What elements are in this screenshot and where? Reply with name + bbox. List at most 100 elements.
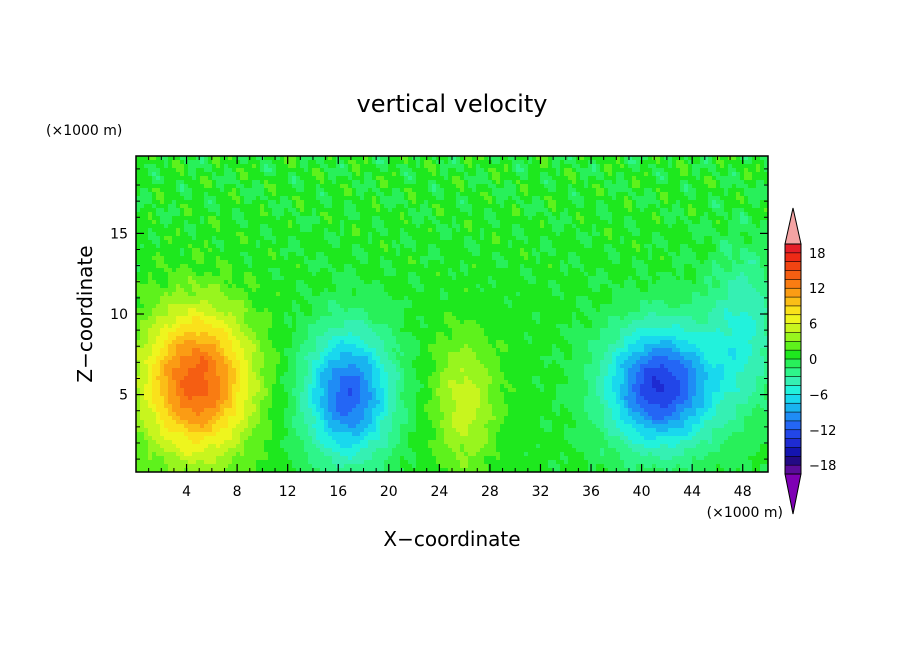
field-cell [228,156,233,161]
field-cell [192,228,197,233]
field-cell [612,220,617,225]
field-cell [540,168,545,173]
field-cell [596,228,601,233]
field-cell [448,200,453,205]
field-cell [712,220,717,225]
field-cell [232,244,237,249]
field-cell [620,176,625,181]
field-cell [576,200,581,205]
field-cell [496,164,501,169]
field-cell [400,276,405,281]
field-cell [704,172,709,177]
field-cell [140,196,145,201]
field-cell [584,248,589,253]
field-cell [708,156,713,161]
field-cell [648,240,653,245]
field-cell [688,240,693,245]
field-cell [608,176,613,181]
field-cell [652,196,657,201]
field-cell [704,212,709,217]
field-cell [216,168,221,173]
field-cell [140,240,145,245]
field-cell [460,276,465,281]
field-cell [180,268,185,273]
field-cell [556,176,561,181]
field-cell [764,224,769,229]
field-cell [284,172,289,177]
field-cell [476,248,481,253]
field-cell [252,164,257,169]
field-cell [440,172,445,177]
field-cell [300,168,305,173]
field-cell [512,272,517,277]
field-cell [508,172,513,177]
field-cell [744,228,749,233]
field-cell [620,228,625,233]
field-cell [304,268,309,273]
field-cell [500,164,505,169]
field-cell [400,224,405,229]
field-cell [552,196,557,201]
field-cell [368,256,373,261]
field-cell [764,208,769,213]
field-cell [220,156,225,161]
field-cell [396,280,401,285]
field-cell [312,228,317,233]
field-cell [336,244,341,249]
field-cell [572,196,577,201]
field-cell [136,272,141,277]
field-cell [224,192,229,197]
field-cell [152,264,157,269]
field-cell [740,236,745,241]
field-cell [516,280,521,285]
field-cell [476,264,481,269]
field-cell [468,188,473,193]
field-cell [596,192,601,197]
field-cell [196,172,201,177]
field-cell [236,160,241,165]
field-cell [300,184,305,189]
field-cell [456,180,461,185]
field-cell [536,260,541,265]
field-cell [356,196,361,201]
field-cell [436,160,441,165]
field-cell [280,160,285,165]
field-cell [616,216,621,221]
field-cell [708,180,713,185]
field-cell [248,252,253,257]
field-cell [528,240,533,245]
field-cell [616,172,621,177]
field-cell [620,172,625,177]
field-cell [440,280,445,285]
field-cell [240,244,245,249]
field-cell [608,240,613,245]
field-cell [208,256,213,261]
field-cell [216,212,221,217]
field-cell [484,268,489,273]
field-cell [700,220,705,225]
field-cell [696,192,701,197]
field-cell [400,172,405,177]
field-cell [172,188,177,193]
field-cell [512,176,517,181]
field-cell [176,188,181,193]
field-cell [544,212,549,217]
field-cell [292,220,297,225]
field-cell [668,160,673,165]
field-cell [764,188,769,193]
field-cell [256,208,261,213]
field-cell [532,240,537,245]
field-cell [684,240,689,245]
field-cell [224,172,229,177]
field-cell [164,172,169,177]
field-cell [196,184,201,189]
field-cell [536,236,541,241]
field-cell [320,188,325,193]
field-cell [572,244,577,249]
field-cell [188,224,193,229]
field-cell [728,224,733,229]
field-cell [468,260,473,265]
field-cell [736,176,741,181]
field-cell [148,204,153,209]
field-cell [704,236,709,241]
